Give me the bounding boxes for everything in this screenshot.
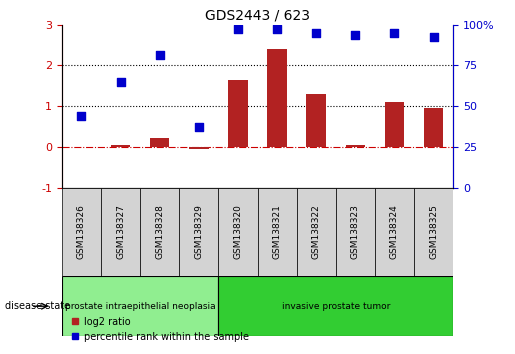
Point	[390, 30, 399, 36]
Bar	[228, 80, 248, 147]
Legend: log2 ratio, percentile rank within the sample: log2 ratio, percentile rank within the s…	[66, 313, 253, 346]
Point	[430, 34, 438, 40]
FancyBboxPatch shape	[101, 188, 140, 276]
Bar	[267, 49, 287, 147]
Text: prostate intraepithelial neoplasia: prostate intraepithelial neoplasia	[65, 302, 215, 311]
Text: GSM138320: GSM138320	[233, 204, 243, 259]
Text: GSM138328: GSM138328	[155, 204, 164, 259]
FancyBboxPatch shape	[62, 276, 218, 336]
Text: GSM138321: GSM138321	[272, 204, 282, 259]
Text: invasive prostate tumor: invasive prostate tumor	[282, 302, 390, 311]
Bar	[189, 147, 209, 149]
Bar	[306, 94, 326, 147]
Point	[234, 26, 242, 32]
FancyBboxPatch shape	[140, 188, 179, 276]
Text: GSM138324: GSM138324	[390, 205, 399, 259]
FancyBboxPatch shape	[375, 188, 414, 276]
Bar	[346, 145, 365, 147]
Text: GSM138329: GSM138329	[194, 204, 203, 259]
Bar	[111, 145, 130, 147]
Text: GSM138323: GSM138323	[351, 204, 360, 259]
FancyBboxPatch shape	[414, 188, 453, 276]
Point	[77, 114, 85, 119]
FancyBboxPatch shape	[336, 188, 375, 276]
Text: GSM138327: GSM138327	[116, 204, 125, 259]
Bar	[424, 108, 443, 147]
FancyBboxPatch shape	[218, 188, 258, 276]
Point	[312, 30, 320, 36]
Point	[116, 79, 125, 85]
FancyBboxPatch shape	[218, 276, 453, 336]
Title: GDS2443 / 623: GDS2443 / 623	[205, 8, 310, 22]
FancyBboxPatch shape	[258, 188, 297, 276]
Bar	[385, 102, 404, 147]
Point	[195, 124, 203, 130]
Text: GSM138322: GSM138322	[312, 205, 321, 259]
Text: disease state: disease state	[5, 301, 70, 311]
Bar	[150, 138, 169, 147]
FancyBboxPatch shape	[62, 188, 101, 276]
FancyBboxPatch shape	[179, 188, 218, 276]
Text: GSM138325: GSM138325	[429, 204, 438, 259]
Point	[273, 26, 281, 32]
Text: GSM138326: GSM138326	[77, 204, 86, 259]
Point	[156, 52, 164, 58]
Point	[351, 32, 359, 38]
FancyBboxPatch shape	[297, 188, 336, 276]
